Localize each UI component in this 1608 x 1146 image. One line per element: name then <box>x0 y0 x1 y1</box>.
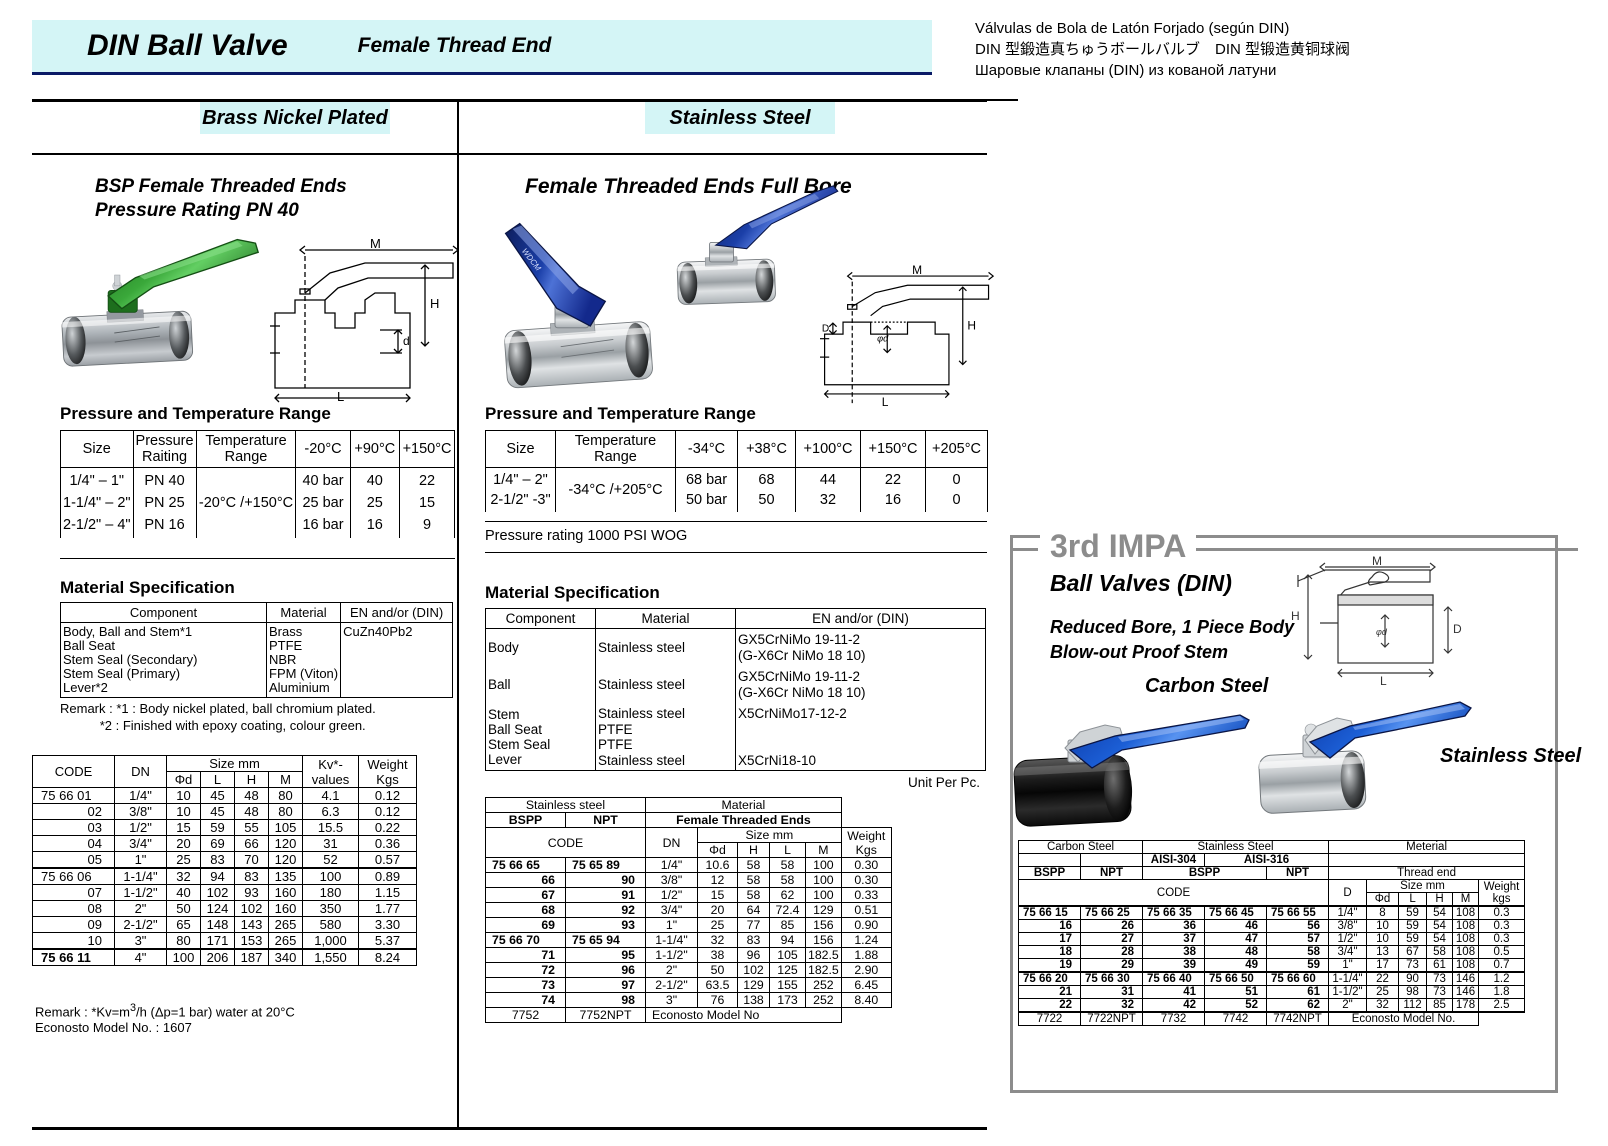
svg-text:φd: φd <box>1376 627 1388 637</box>
svg-text:d: d <box>403 334 410 348</box>
svg-text:L: L <box>1380 674 1387 688</box>
svg-text:D: D <box>822 323 829 334</box>
svg-text:H: H <box>1291 609 1300 623</box>
svg-text:H: H <box>430 296 439 311</box>
svg-text:L: L <box>337 389 344 403</box>
svg-text:L: L <box>882 395 889 409</box>
svg-text:D: D <box>1453 622 1462 636</box>
svg-text:H: H <box>967 318 976 332</box>
svg-text:M: M <box>912 265 922 277</box>
svg-text:M: M <box>370 238 381 251</box>
svg-text:φd: φd <box>877 333 889 343</box>
svg-text:M: M <box>1372 555 1382 568</box>
